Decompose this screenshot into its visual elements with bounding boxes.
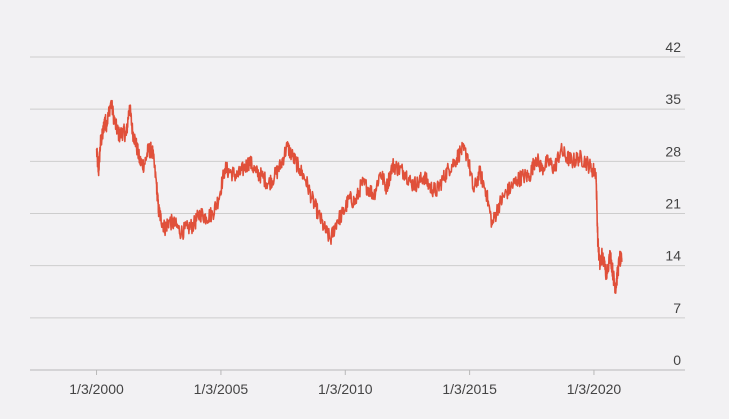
y-tick-label: 7	[673, 300, 681, 316]
y-axis-labels: 42 35 28 21 14 7 0	[665, 39, 681, 368]
y-tick-label: 14	[665, 248, 681, 264]
x-tick-label: 1/3/2000	[69, 381, 124, 397]
x-tick-label: 1/3/2020	[567, 381, 622, 397]
y-tick-label: 0	[673, 352, 681, 368]
gridlines	[30, 56, 685, 371]
x-tick-label: 1/3/2010	[318, 381, 373, 397]
y-tick-label: 42	[665, 39, 681, 55]
y-tick-label: 21	[665, 196, 681, 212]
x-tick-label: 1/3/2005	[194, 381, 249, 397]
y-tick-label: 28	[665, 143, 681, 159]
y-tick-label: 35	[665, 91, 681, 107]
x-axis-labels: 1/3/2000 1/3/2005 1/3/2010 1/3/2015 1/3/2020	[69, 370, 621, 397]
series-layer	[95, 99, 623, 294]
x-tick-label: 1/3/2015	[442, 381, 497, 397]
series-line	[95, 99, 623, 294]
